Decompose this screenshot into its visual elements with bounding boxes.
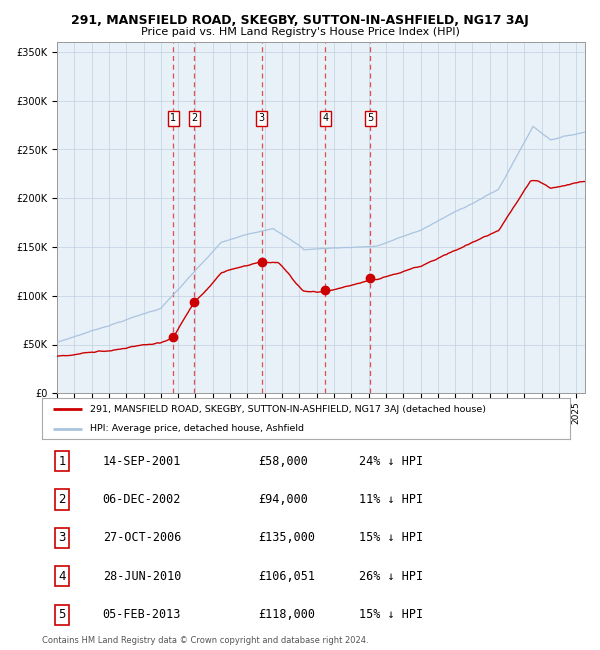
Text: 14-SEP-2001: 14-SEP-2001 — [103, 455, 181, 467]
Text: 05-FEB-2013: 05-FEB-2013 — [103, 608, 181, 621]
Text: 2: 2 — [58, 493, 66, 506]
Text: 4: 4 — [58, 569, 66, 582]
Text: 3: 3 — [58, 532, 66, 544]
Text: £135,000: £135,000 — [259, 532, 316, 544]
Text: 27-OCT-2006: 27-OCT-2006 — [103, 532, 181, 544]
Text: 11% ↓ HPI: 11% ↓ HPI — [359, 493, 423, 506]
Text: 291, MANSFIELD ROAD, SKEGBY, SUTTON-IN-ASHFIELD, NG17 3AJ: 291, MANSFIELD ROAD, SKEGBY, SUTTON-IN-A… — [71, 14, 529, 27]
Text: 26% ↓ HPI: 26% ↓ HPI — [359, 569, 423, 582]
Text: £106,051: £106,051 — [259, 569, 316, 582]
Text: 2: 2 — [191, 113, 197, 124]
Text: 15% ↓ HPI: 15% ↓ HPI — [359, 532, 423, 544]
Text: £118,000: £118,000 — [259, 608, 316, 621]
Text: 291, MANSFIELD ROAD, SKEGBY, SUTTON-IN-ASHFIELD, NG17 3AJ (detached house): 291, MANSFIELD ROAD, SKEGBY, SUTTON-IN-A… — [89, 405, 485, 414]
Text: 4: 4 — [322, 113, 328, 124]
Text: 5: 5 — [367, 113, 373, 124]
Text: Contains HM Land Registry data © Crown copyright and database right 2024.: Contains HM Land Registry data © Crown c… — [42, 636, 368, 645]
Text: 5: 5 — [58, 608, 66, 621]
Text: 06-DEC-2002: 06-DEC-2002 — [103, 493, 181, 506]
Text: Price paid vs. HM Land Registry's House Price Index (HPI): Price paid vs. HM Land Registry's House … — [140, 27, 460, 37]
Text: 3: 3 — [259, 113, 265, 124]
Text: 1: 1 — [170, 113, 176, 124]
Text: £94,000: £94,000 — [259, 493, 308, 506]
Text: £58,000: £58,000 — [259, 455, 308, 467]
Text: 15% ↓ HPI: 15% ↓ HPI — [359, 608, 423, 621]
Text: 24% ↓ HPI: 24% ↓ HPI — [359, 455, 423, 467]
Text: 1: 1 — [58, 455, 66, 467]
Text: HPI: Average price, detached house, Ashfield: HPI: Average price, detached house, Ashf… — [89, 424, 304, 433]
Text: 28-JUN-2010: 28-JUN-2010 — [103, 569, 181, 582]
